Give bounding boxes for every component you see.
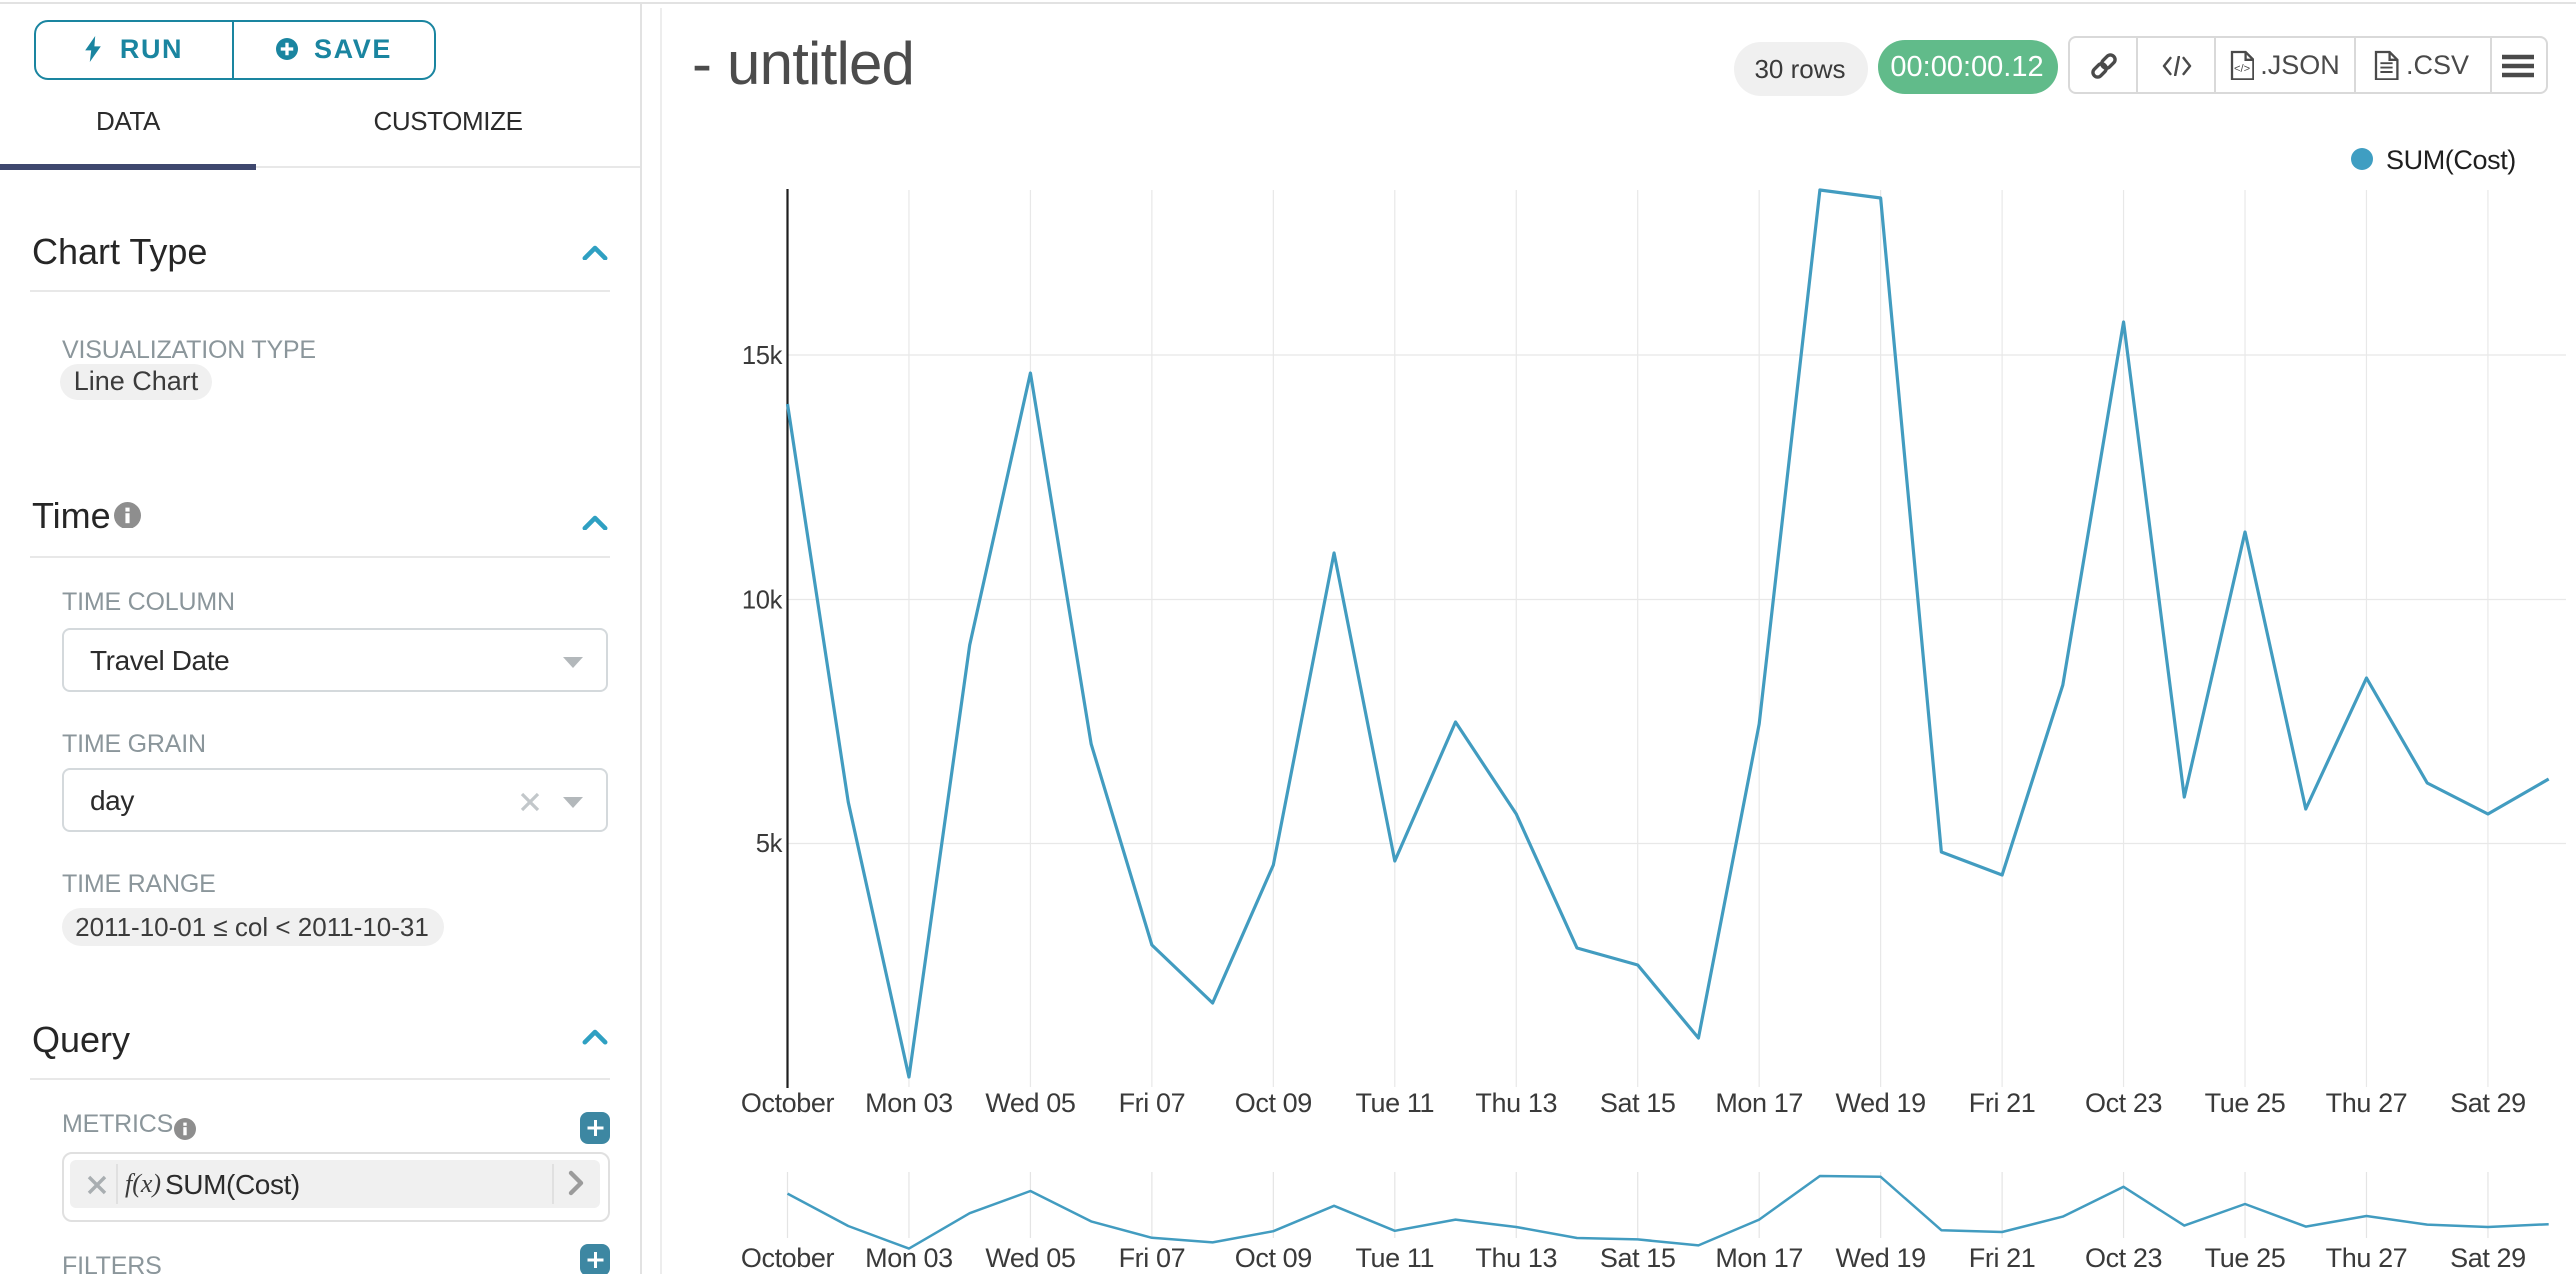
svg-text:Thu 13: Thu 13 <box>1475 1243 1557 1273</box>
svg-text:5k: 5k <box>756 830 783 858</box>
svg-text:October: October <box>741 1243 835 1273</box>
svg-text:Wed 19: Wed 19 <box>1836 1243 1926 1273</box>
svg-text:Sat 29: Sat 29 <box>2450 1243 2526 1273</box>
svg-text:Mon 03: Mon 03 <box>865 1243 953 1273</box>
svg-text:Fri 07: Fri 07 <box>1119 1088 1186 1118</box>
svg-text:October: October <box>741 1088 835 1118</box>
svg-text:Mon 03: Mon 03 <box>865 1088 953 1118</box>
svg-text:Fri 07: Fri 07 <box>1119 1243 1186 1273</box>
svg-text:Oct 09: Oct 09 <box>1235 1088 1312 1118</box>
svg-text:Oct 23: Oct 23 <box>2085 1088 2162 1118</box>
svg-text:SUM(Cost): SUM(Cost) <box>2386 145 2516 175</box>
svg-text:Sat 15: Sat 15 <box>1600 1243 1676 1273</box>
svg-text:Wed 19: Wed 19 <box>1836 1088 1926 1118</box>
svg-text:10k: 10k <box>742 587 783 615</box>
svg-text:Thu 13: Thu 13 <box>1475 1088 1557 1118</box>
svg-text:Fri 21: Fri 21 <box>1969 1243 2036 1273</box>
svg-text:Sat 15: Sat 15 <box>1600 1088 1676 1118</box>
svg-text:Mon 17: Mon 17 <box>1715 1243 1803 1273</box>
svg-text:Thu 27: Thu 27 <box>2326 1088 2408 1118</box>
svg-text:Thu 27: Thu 27 <box>2326 1243 2408 1273</box>
svg-text:Tue 11: Tue 11 <box>1355 1243 1434 1273</box>
svg-text:Tue 25: Tue 25 <box>2205 1088 2286 1118</box>
svg-text:Tue 25: Tue 25 <box>2205 1243 2286 1273</box>
svg-text:Oct 23: Oct 23 <box>2085 1243 2162 1273</box>
svg-text:15k: 15k <box>742 342 783 370</box>
svg-text:Oct 09: Oct 09 <box>1235 1243 1312 1273</box>
svg-text:Mon 17: Mon 17 <box>1715 1088 1803 1118</box>
svg-text:Fri 21: Fri 21 <box>1969 1088 2036 1118</box>
svg-text:Wed 05: Wed 05 <box>985 1243 1075 1273</box>
svg-text:Wed 05: Wed 05 <box>985 1088 1075 1118</box>
svg-text:Tue 11: Tue 11 <box>1355 1088 1434 1118</box>
svg-text:Sat 29: Sat 29 <box>2450 1088 2526 1118</box>
svg-text:</>: </> <box>2233 63 2249 75</box>
